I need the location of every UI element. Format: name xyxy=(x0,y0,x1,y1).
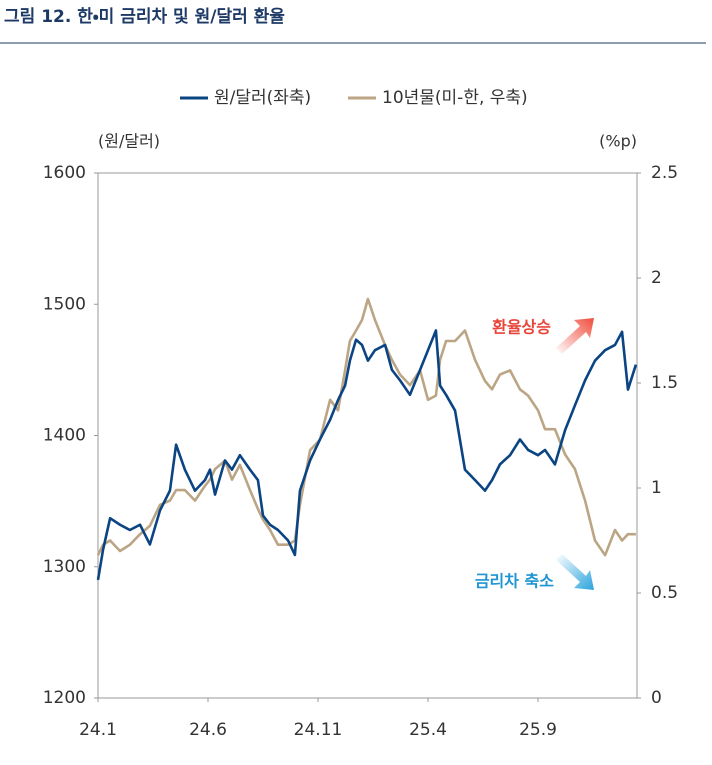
y2-tick-label: 1.5 xyxy=(651,373,678,393)
x-tick-label: 25.4 xyxy=(409,720,447,740)
y2-tick-label: 0.5 xyxy=(651,583,678,603)
y2-tick-label: 0 xyxy=(651,688,662,708)
legend-label: 원/달러(좌축) xyxy=(214,88,311,108)
y-tick-label: 1500 xyxy=(43,294,86,314)
y-tick-label: 1200 xyxy=(43,688,86,708)
y2-tick-label: 1 xyxy=(651,478,662,498)
x-tick-label: 24.1 xyxy=(79,720,117,740)
x-tick-label: 25.9 xyxy=(519,720,557,740)
down-arrow xyxy=(556,554,594,590)
y-tick-label: 1400 xyxy=(43,426,86,446)
y-tick-label: 1300 xyxy=(43,557,86,577)
y2-tick-label: 2.5 xyxy=(651,163,678,183)
annotation: 금리차 축소 xyxy=(475,572,554,591)
annotation: 환율상승 xyxy=(492,318,551,337)
y2-axis-label: (%p) xyxy=(599,132,637,151)
series-line xyxy=(96,329,638,581)
x-tick-label: 24.11 xyxy=(294,720,343,740)
y2-tick-label: 2 xyxy=(651,268,662,288)
chart-title: 그림 12. 한・미 금리차 및 원/달러 환율 xyxy=(4,6,285,27)
x-tick-label: 24.6 xyxy=(189,720,227,740)
up-arrow xyxy=(556,318,594,354)
y-axis-label: (원/달러) xyxy=(98,132,160,151)
series-line xyxy=(96,297,636,557)
legend-label: 10년물(미-한, 우축) xyxy=(382,88,528,108)
y-tick-label: 1600 xyxy=(43,163,86,183)
